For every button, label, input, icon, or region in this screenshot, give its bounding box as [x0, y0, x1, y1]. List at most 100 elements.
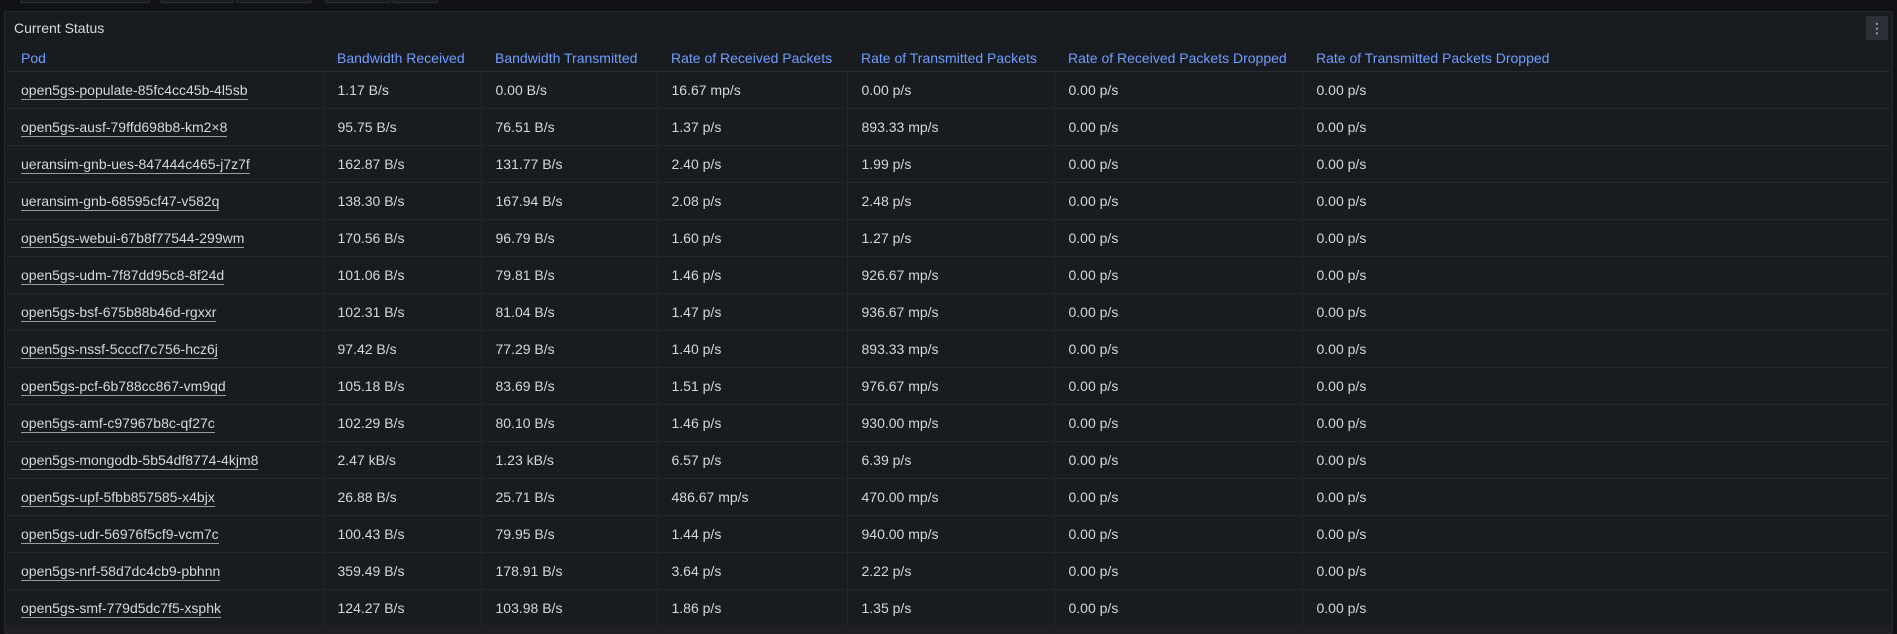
column-header-pod[interactable]: Pod — [7, 45, 323, 72]
pod-link[interactable]: open5gs-populate-85fc4cc45b-4l5sb — [21, 82, 248, 100]
table-cell-rate-received-packets: 3.64 p/s — [657, 552, 848, 590]
pod-link[interactable]: ueransim-gnb-ues-847444c465-j7z7f — [21, 156, 250, 174]
table-row: open5gs-smf-779d5dc7f5-xsphk 124.27 B/s 10… — [7, 589, 1890, 627]
horizontal-scrollbar[interactable] — [5, 625, 1892, 633]
table-cell-rate-transmitted-packets: 976.67 mp/s — [847, 367, 1055, 405]
table-cell-pod: open5gs-ausf-79ffd698b8-km2×8 — [7, 108, 324, 146]
table-cell-bandwidth-received: 97.42 B/s — [323, 330, 482, 368]
table-cell-bandwidth-transmitted: 79.95 B/s — [481, 515, 658, 553]
table-cell-bandwidth-transmitted: 79.81 B/s — [481, 256, 658, 294]
table-cell-rate-received-dropped: 0.00 p/s — [1054, 330, 1303, 368]
column-header-rate-received-packets[interactable]: Rate of Received Packets — [657, 45, 847, 72]
pod-link[interactable]: open5gs-nrf-58d7dc4cb9-pbhnn — [21, 563, 221, 581]
table-cell-rate-received-packets: 1.60 p/s — [657, 219, 848, 257]
table-cell-pod: open5gs-nrf-58d7dc4cb9-pbhnn — [7, 552, 324, 590]
table-row: open5gs-upf-5fbb857585-x4bjx 26.88 B/s 25.… — [7, 478, 1890, 516]
pod-link[interactable]: open5gs-mongodb-5b54df8774-4kjm8 — [21, 452, 259, 470]
table-cell-bandwidth-received: 2.47 kB/s — [323, 441, 482, 479]
table-cell-rate-transmitted-packets: 0.00 p/s — [847, 71, 1055, 109]
pod-link[interactable]: open5gs-udr-56976f5cf9-vcm7c — [21, 526, 219, 544]
panel-menu-button[interactable]: ⋮ — [1866, 16, 1888, 40]
table-cell-pod: ueransim-gnb-68595cf47-v582q — [7, 182, 324, 220]
panel-header: Current Status ⋮ — [5, 12, 1892, 44]
table-cell-bandwidth-received: 102.31 B/s — [323, 293, 482, 331]
pod-link[interactable]: open5gs-ausf-79ffd698b8-km2×8 — [21, 119, 228, 137]
status-table-wrapper: Pod Bandwidth Received Bandwidth Transmitt… — [7, 45, 1890, 627]
table-cell-bandwidth-received: 1.17 B/s — [323, 71, 482, 109]
table-cell-rate-received-packets: 6.57 p/s — [657, 441, 848, 479]
table-cell-bandwidth-transmitted: 80.10 B/s — [481, 404, 658, 442]
table-cell-bandwidth-transmitted: 0.00 B/s — [481, 71, 658, 109]
table-cell-rate-received-packets: 1.46 p/s — [657, 256, 848, 294]
table-row: open5gs-webui-67b8f77544-299wm 170.56 B/s… — [7, 219, 1890, 257]
table-cell-bandwidth-transmitted: 96.79 B/s — [481, 219, 658, 257]
pod-link[interactable]: open5gs-pcf-6b788cc867-vm9qd — [21, 378, 226, 396]
table-cell-bandwidth-transmitted: 1.23 kB/s — [481, 441, 658, 479]
pod-link[interactable]: open5gs-nssf-5cccf7c756-hcz6j — [21, 341, 218, 359]
table-row: open5gs-pcf-6b788cc867-vm9qd 105.18 B/s 83… — [7, 367, 1890, 405]
pod-link[interactable]: open5gs-bsf-675b88b46d-rgxxr — [21, 304, 217, 322]
table-cell-rate-transmitted-dropped: 0.00 p/s — [1302, 515, 1890, 553]
table-header-row: Pod Bandwidth Received Bandwidth Transmitt… — [7, 45, 1890, 72]
toolbar-stub[interactable] — [160, 0, 234, 3]
table-cell-rate-received-dropped: 0.00 p/s — [1054, 145, 1303, 183]
table-cell-bandwidth-transmitted: 76.51 B/s — [481, 108, 658, 146]
table-row: open5gs-ausf-79ffd698b8-km2×8 95.75 B/s 76… — [7, 108, 1890, 146]
table-cell-bandwidth-transmitted: 103.98 B/s — [481, 589, 658, 627]
table-cell-rate-received-packets: 486.67 mp/s — [657, 478, 848, 516]
table-row: open5gs-udr-56976f5cf9-vcm7c 100.43 B/s 79… — [7, 515, 1890, 553]
table-cell-bandwidth-transmitted: 131.77 B/s — [481, 145, 658, 183]
table-cell-rate-transmitted-packets: 6.39 p/s — [847, 441, 1055, 479]
table-cell-pod: open5gs-udr-56976f5cf9-vcm7c — [7, 515, 324, 553]
table-cell-rate-received-dropped: 0.00 p/s — [1054, 256, 1303, 294]
pod-link[interactable]: open5gs-webui-67b8f77544-299wm — [21, 230, 245, 248]
table-cell-bandwidth-transmitted: 77.29 B/s — [481, 330, 658, 368]
table-cell-pod: open5gs-udm-7f87dd95c8-8f24d — [7, 256, 324, 294]
table-row: open5gs-nssf-5cccf7c756-hcz6j 97.42 B/s 77… — [7, 330, 1890, 368]
column-header-rate-received-dropped[interactable]: Rate of Received Packets Dropped — [1054, 45, 1302, 72]
table-cell-rate-received-dropped: 0.00 p/s — [1054, 404, 1303, 442]
column-header-bandwidth-transmitted[interactable]: Bandwidth Transmitted — [481, 45, 657, 72]
column-header-rate-transmitted-dropped[interactable]: Rate of Transmitted Packets Dropped — [1302, 45, 1890, 72]
table-cell-rate-received-dropped: 0.00 p/s — [1054, 552, 1303, 590]
toolbar-stub[interactable] — [236, 0, 312, 3]
table-row: open5gs-nrf-58d7dc4cb9-pbhnn 359.49 B/s 17… — [7, 552, 1890, 590]
table-cell-pod: open5gs-mongodb-5b54df8774-4kjm8 — [7, 441, 324, 479]
table-cell-bandwidth-received: 162.87 B/s — [323, 145, 482, 183]
table-cell-pod: open5gs-amf-c97967b8c-qf27c — [7, 404, 324, 442]
column-header-bandwidth-received[interactable]: Bandwidth Received — [323, 45, 481, 72]
pod-link[interactable]: open5gs-udm-7f87dd95c8-8f24d — [21, 267, 225, 285]
table-row: open5gs-mongodb-5b54df8774-4kjm8 2.47 kB/… — [7, 441, 1890, 479]
pod-link[interactable]: open5gs-smf-779d5dc7f5-xsphk — [21, 600, 222, 618]
table-row: open5gs-udm-7f87dd95c8-8f24d 101.06 B/s 79… — [7, 256, 1890, 294]
table-cell-rate-transmitted-packets: 470.00 mp/s — [847, 478, 1055, 516]
toolbar-stub[interactable] — [392, 0, 438, 3]
vertical-ellipsis-icon: ⋮ — [1870, 20, 1884, 36]
table-cell-rate-received-dropped: 0.00 p/s — [1054, 367, 1303, 405]
table-cell-pod: ueransim-gnb-ues-847444c465-j7z7f — [7, 145, 324, 183]
table-cell-pod: open5gs-populate-85fc4cc45b-4l5sb — [7, 71, 324, 109]
table-cell-rate-transmitted-dropped: 0.00 p/s — [1302, 256, 1890, 294]
table-cell-bandwidth-received: 101.06 B/s — [323, 256, 482, 294]
panel-title: Current Status — [14, 20, 105, 36]
table-cell-rate-transmitted-packets: 1.99 p/s — [847, 145, 1055, 183]
table-cell-rate-transmitted-packets: 940.00 mp/s — [847, 515, 1055, 553]
table-cell-bandwidth-received: 124.27 B/s — [323, 589, 482, 627]
pod-link[interactable]: ueransim-gnb-68595cf47-v582q — [21, 193, 220, 211]
current-status-panel: Current Status ⋮ Pod Bandwidth Received Ba… — [4, 11, 1893, 634]
table-cell-rate-received-dropped: 0.00 p/s — [1054, 293, 1303, 331]
table-cell-rate-transmitted-dropped: 0.00 p/s — [1302, 108, 1890, 146]
column-header-rate-transmitted-packets[interactable]: Rate of Transmitted Packets — [847, 45, 1054, 72]
table-cell-rate-received-packets: 1.46 p/s — [657, 404, 848, 442]
table-row: open5gs-bsf-675b88b46d-rgxxr 102.31 B/s 81… — [7, 293, 1890, 331]
pod-link[interactable]: open5gs-amf-c97967b8c-qf27c — [21, 415, 215, 433]
table-cell-bandwidth-received: 102.29 B/s — [323, 404, 482, 442]
pod-link[interactable]: open5gs-upf-5fbb857585-x4bjx — [21, 489, 215, 507]
table-cell-rate-transmitted-dropped: 0.00 p/s — [1302, 330, 1890, 368]
table-cell-rate-received-packets: 1.40 p/s — [657, 330, 848, 368]
toolbar-stub[interactable] — [325, 0, 391, 3]
table-cell-bandwidth-received: 26.88 B/s — [323, 478, 482, 516]
toolbar-stub[interactable] — [20, 0, 150, 3]
table-cell-rate-transmitted-packets: 926.67 mp/s — [847, 256, 1055, 294]
table-cell-rate-received-packets: 1.44 p/s — [657, 515, 848, 553]
